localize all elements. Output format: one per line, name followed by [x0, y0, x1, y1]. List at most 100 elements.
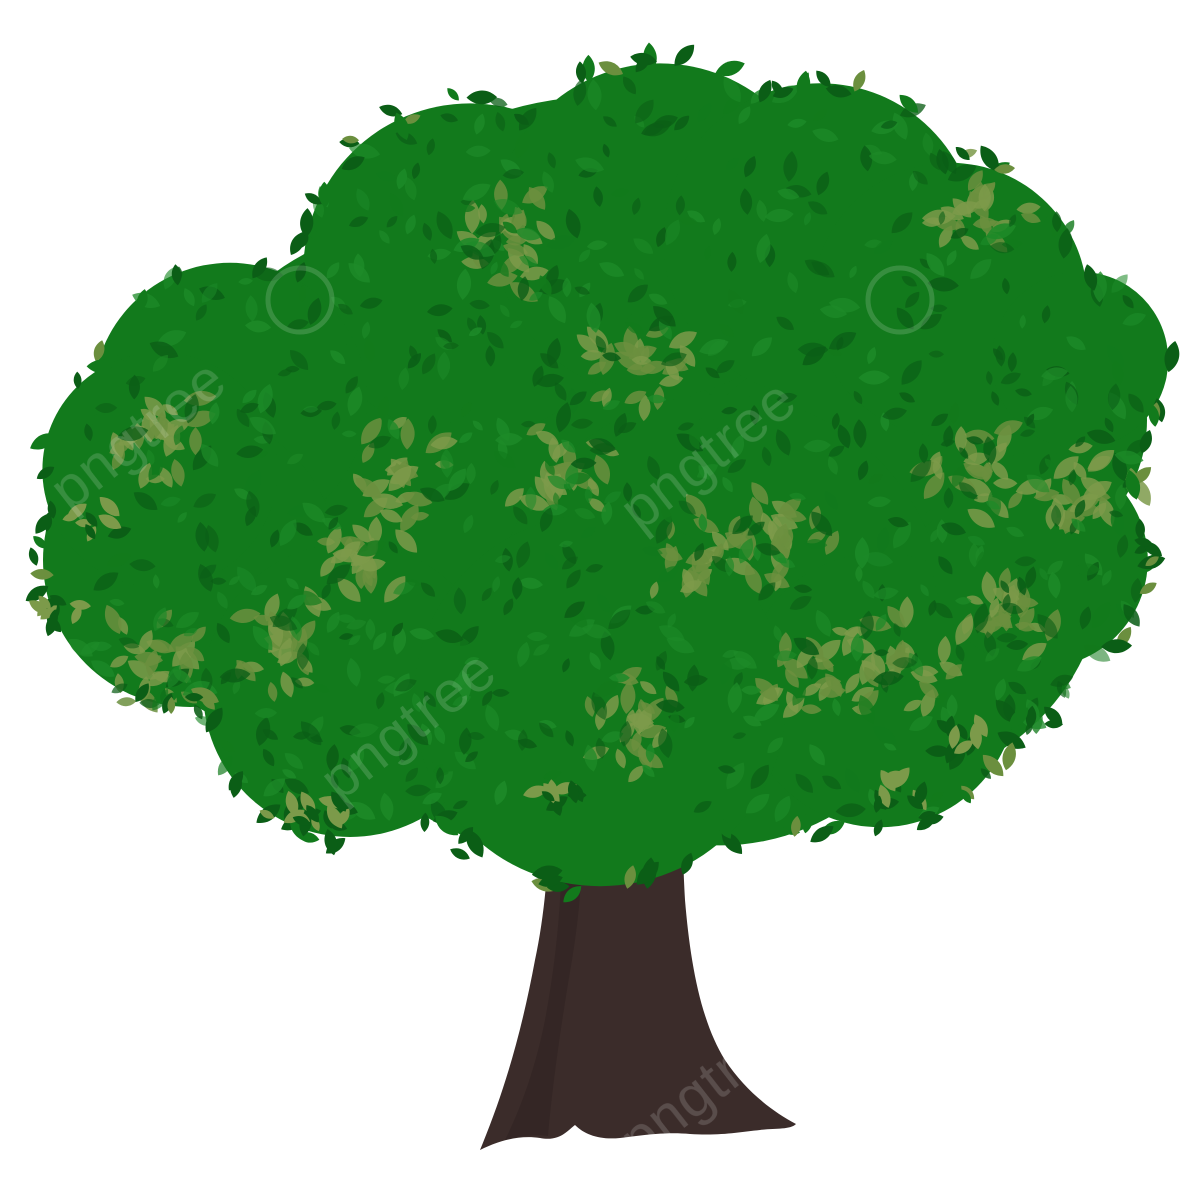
- leaf: [280, 671, 294, 698]
- leaf: [985, 500, 1001, 510]
- leaf: [466, 90, 498, 105]
- leaf: [719, 324, 735, 337]
- leaf: [1015, 388, 1032, 397]
- leaf: [1041, 367, 1069, 381]
- leaf: [1073, 461, 1087, 480]
- leaf: [172, 669, 192, 683]
- leaf: [923, 508, 934, 527]
- leaf: [635, 99, 654, 124]
- leaf: [899, 94, 919, 113]
- leaf: [918, 443, 929, 464]
- leaf: [982, 754, 1004, 777]
- leaf: [649, 581, 659, 599]
- leaf: [270, 529, 280, 548]
- leaf: [387, 418, 400, 440]
- leaf: [1033, 488, 1060, 502]
- leaf: [908, 652, 924, 677]
- leaf: [349, 802, 376, 820]
- leaf: [1009, 707, 1029, 728]
- leaf: [561, 439, 576, 453]
- watermark-logo-icon: [265, 265, 335, 335]
- leaf: [403, 114, 421, 124]
- leaf: [727, 459, 747, 473]
- leaf: [160, 419, 191, 436]
- leaf: [347, 386, 363, 417]
- leaf: [450, 848, 470, 860]
- leaf: [71, 605, 82, 625]
- leaf: [927, 277, 959, 292]
- leaf: [419, 487, 445, 502]
- leaf: [420, 582, 436, 597]
- leaf: [485, 704, 500, 732]
- leaf: [460, 401, 472, 418]
- leaf: [1068, 469, 1077, 486]
- leaf: [242, 389, 257, 403]
- leaf: [400, 504, 419, 533]
- leaf: [513, 506, 528, 525]
- leaf: [658, 728, 673, 759]
- leaf: [252, 625, 273, 651]
- leaf: [948, 724, 960, 749]
- leaf: [789, 492, 806, 501]
- leaf: [849, 265, 857, 279]
- leaf: [184, 394, 199, 424]
- canopy-edge-leaves: [25, 42, 1180, 903]
- leaf: [1128, 393, 1144, 413]
- leaf: [114, 338, 128, 362]
- leaf: [199, 564, 217, 579]
- leaf: [330, 773, 339, 789]
- leaf: [193, 493, 217, 508]
- leaf: [539, 722, 554, 738]
- leaf: [84, 423, 93, 442]
- leaf: [785, 669, 799, 688]
- leaf: [959, 447, 969, 459]
- leaf: [539, 275, 552, 296]
- leaf: [427, 304, 453, 317]
- leaf: [345, 376, 358, 394]
- leaf: [802, 683, 822, 696]
- leaf: [517, 738, 538, 749]
- leaf: [352, 524, 373, 543]
- leaf: [808, 201, 828, 215]
- leaf: [422, 353, 436, 375]
- leaf: [36, 466, 55, 480]
- leaf: [658, 318, 672, 340]
- leaf: [756, 233, 771, 264]
- leaf: [1164, 341, 1180, 373]
- leaf: [405, 214, 416, 235]
- leaf: [1000, 580, 1010, 594]
- leaf: [1039, 568, 1048, 581]
- leaf: [576, 334, 599, 353]
- leaf: [912, 170, 928, 185]
- leaf: [837, 424, 851, 449]
- leaf: [698, 513, 708, 533]
- leaf: [368, 516, 382, 547]
- leaf: [278, 638, 294, 667]
- leaf: [361, 417, 382, 445]
- leaf: [426, 138, 435, 156]
- leaf: [892, 657, 917, 669]
- leaf: [1074, 499, 1086, 518]
- leaf: [620, 681, 636, 714]
- leaf: [553, 492, 560, 507]
- leaf: [994, 164, 1015, 174]
- leaf: [946, 250, 957, 266]
- leaf: [951, 464, 966, 488]
- leaf: [887, 605, 905, 628]
- leaf: [770, 513, 798, 530]
- leaf: [1139, 582, 1157, 595]
- leaf: [1008, 214, 1017, 228]
- leaf: [1079, 606, 1092, 630]
- leaf: [938, 210, 946, 225]
- leaf: [836, 336, 844, 351]
- leaf: [657, 547, 683, 562]
- leaf: [379, 230, 390, 244]
- leaf: [967, 170, 983, 191]
- leaf: [492, 576, 501, 593]
- leaf: [624, 312, 645, 325]
- leaf: [494, 780, 507, 806]
- leaf: [653, 306, 676, 327]
- leaf: [460, 245, 484, 260]
- leaf: [25, 585, 49, 602]
- leaf: [803, 212, 812, 226]
